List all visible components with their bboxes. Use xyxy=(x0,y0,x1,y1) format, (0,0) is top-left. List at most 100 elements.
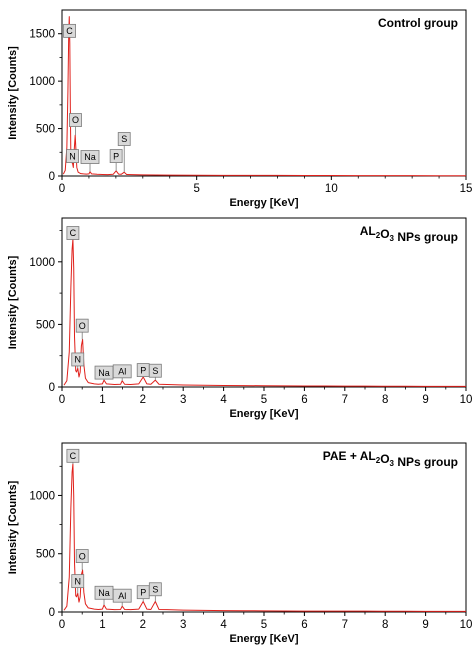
y-tick-label: 500 xyxy=(36,319,55,331)
y-axis-label: Intensity [Counts] xyxy=(7,480,19,574)
title-text: Control group xyxy=(378,16,458,30)
y-tick-label: 0 xyxy=(49,382,55,394)
x-tick-label: 9 xyxy=(422,619,428,631)
x-tick-label: 10 xyxy=(460,619,473,631)
peak-label-c: C xyxy=(66,26,73,36)
y-tick-label: 500 xyxy=(36,124,55,136)
peak-label-s: S xyxy=(121,134,127,144)
x-tick-label: 5 xyxy=(193,183,199,195)
x-tick-label: 2 xyxy=(140,394,146,406)
title-text: O xyxy=(380,227,389,241)
peak-label-box xyxy=(75,318,89,333)
x-axis-label: Energy [KeV] xyxy=(229,633,298,645)
x-tick-label: 0 xyxy=(59,394,65,406)
x-axis-label: Energy [KeV] xyxy=(229,197,298,209)
x-tick-label: 5 xyxy=(261,619,267,631)
y-tick-label: 500 xyxy=(36,549,55,561)
x-tick-label: 8 xyxy=(382,619,388,631)
peak-label-box xyxy=(80,150,100,164)
x-tick-label: 10 xyxy=(325,183,338,195)
peak-label-box xyxy=(112,588,132,603)
peak-label-box xyxy=(148,363,162,378)
peak-label-n: N xyxy=(69,151,76,161)
x-tick-label: 15 xyxy=(460,183,473,195)
x-tick-label: 2 xyxy=(140,619,146,631)
x-tick-label: 3 xyxy=(180,394,186,406)
y-axis-label: Intensity [Counts] xyxy=(7,255,19,349)
title-subscript: 2 xyxy=(376,456,381,465)
x-tick-label: 4 xyxy=(220,619,227,631)
y-tick-label: 0 xyxy=(49,171,55,183)
peak-label-na: Na xyxy=(98,368,110,378)
peak-label-s: S xyxy=(152,584,158,594)
x-tick-label: 4 xyxy=(220,394,227,406)
peak-label-box xyxy=(75,549,89,563)
peak-label-box xyxy=(71,574,85,589)
x-tick-label: 3 xyxy=(180,619,186,631)
title-text: O xyxy=(380,452,389,466)
x-tick-label: 1 xyxy=(99,619,105,631)
title-subscript: 2 xyxy=(376,231,381,240)
peak-label-c: C xyxy=(70,228,77,238)
peak-label-box xyxy=(66,448,80,463)
peak-label-o: O xyxy=(79,321,86,331)
title-subscript: 3 xyxy=(390,459,395,468)
y-tick-label: 1500 xyxy=(29,29,55,41)
peak-label-p: P xyxy=(113,151,119,161)
title-text: PAE + AL xyxy=(323,449,376,463)
peak-label-s: S xyxy=(152,366,158,376)
x-tick-label: 9 xyxy=(422,394,428,406)
peak-label-al: Al xyxy=(118,367,126,377)
peak-label-box xyxy=(63,23,76,38)
title-subscript: 3 xyxy=(390,234,395,243)
peak-label-o: O xyxy=(79,551,86,561)
panel-1: 0 5 10 15 0 500 1000 1500 Energy [KeV] Intensity … xyxy=(7,9,473,209)
panel-title: AL2O3 NPs group xyxy=(360,224,458,244)
peak-label-box xyxy=(66,149,79,163)
peak-label-box xyxy=(112,364,132,379)
panel-title: PAE + AL2O3 NPs group xyxy=(323,449,458,469)
x-tick-label: 5 xyxy=(261,394,267,406)
peak-label-p: P xyxy=(140,587,146,597)
spectrum-line xyxy=(63,238,466,387)
y-tick-label: 1000 xyxy=(29,490,55,502)
x-tick-label: 6 xyxy=(301,619,307,631)
x-tick-label: 1 xyxy=(99,394,105,406)
y-tick-label: 1000 xyxy=(29,257,55,269)
peak-label-o: O xyxy=(72,115,79,125)
x-tick-label: 10 xyxy=(460,394,473,406)
x-tick-label: 6 xyxy=(301,394,307,406)
x-tick-label: 0 xyxy=(59,619,65,631)
peak-label-na: Na xyxy=(98,588,110,598)
peak-label-n: N xyxy=(75,355,82,365)
peak-label-n: N xyxy=(75,576,82,586)
title-text: AL xyxy=(360,224,376,238)
peak-label-al: Al xyxy=(118,591,126,601)
y-tick-label: 1000 xyxy=(29,76,55,88)
x-tick-label: 7 xyxy=(342,394,348,406)
x-tick-label: 8 xyxy=(382,394,388,406)
peak-label-box xyxy=(109,149,123,163)
title-text: NPs group xyxy=(394,230,458,244)
plot-frame xyxy=(61,9,467,177)
y-tick-label: 0 xyxy=(49,607,55,619)
peak-label-box xyxy=(69,113,82,127)
peak-label-box xyxy=(66,226,80,240)
peak-label-na: Na xyxy=(84,152,96,162)
peak-label-box xyxy=(71,352,85,367)
peak-label-box xyxy=(148,582,162,597)
y-axis-label: Intensity [Counts] xyxy=(7,46,19,140)
peak-label-c: C xyxy=(70,451,77,461)
peak-label-p: P xyxy=(140,365,146,375)
panel-title: Control group xyxy=(378,16,458,30)
x-tick-label: 0 xyxy=(59,183,65,195)
x-tick-label: 7 xyxy=(342,619,348,631)
x-axis-label: Energy [KeV] xyxy=(229,408,298,420)
title-text: NPs group xyxy=(394,455,458,469)
peak-label-box xyxy=(117,132,131,146)
spectrum-line xyxy=(62,16,466,177)
